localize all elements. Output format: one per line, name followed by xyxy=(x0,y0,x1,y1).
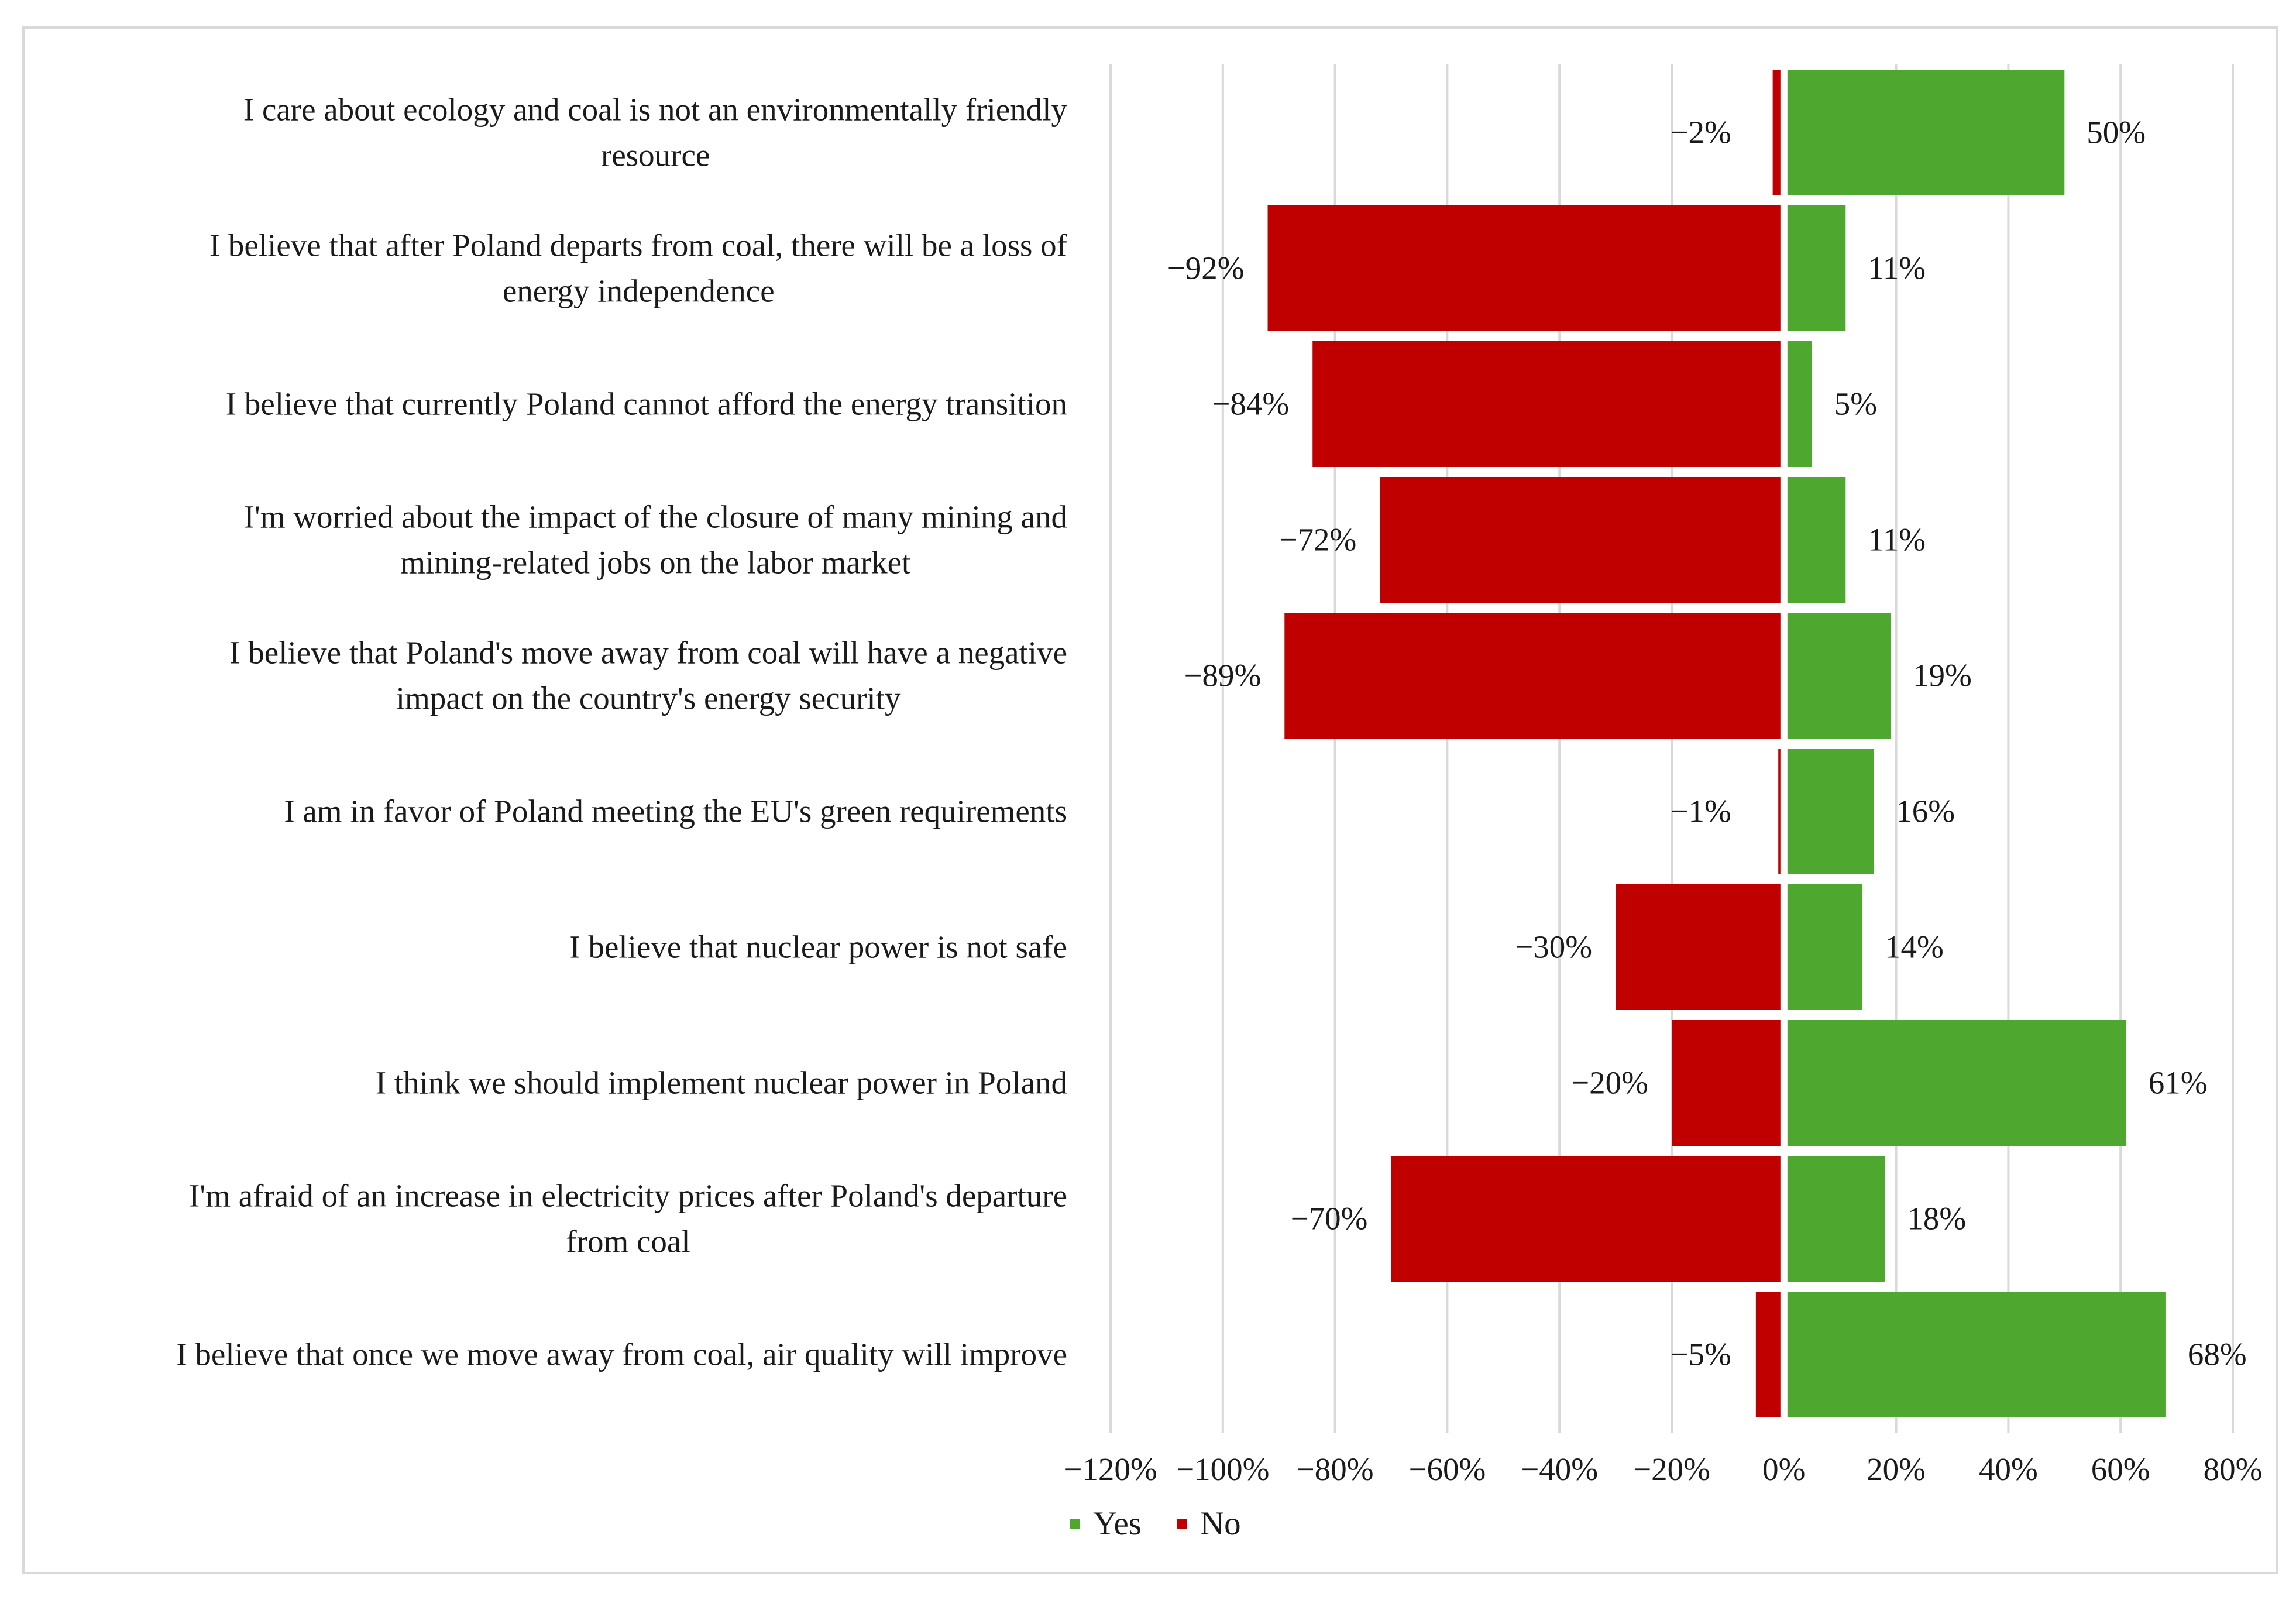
legend-swatch-yes xyxy=(1070,1519,1080,1529)
bar-yes xyxy=(1787,884,1863,1010)
value-label-no: −72% xyxy=(1279,522,1356,558)
category-label: I believe that Poland's move away from c… xyxy=(229,635,1067,671)
value-label-yes: 5% xyxy=(1834,386,1877,422)
x-tick-label: −20% xyxy=(1633,1451,1710,1487)
bar-yes xyxy=(1787,341,1812,467)
bar-yes xyxy=(1787,613,1891,739)
value-label-no: −30% xyxy=(1515,929,1592,965)
value-label-yes: 68% xyxy=(2188,1337,2247,1372)
legend-label-yes: Yes xyxy=(1093,1505,1142,1542)
value-label-yes: 16% xyxy=(1896,794,1955,829)
value-label-yes: 19% xyxy=(1913,658,1972,693)
category-label: I'm worried about the impact of the clos… xyxy=(244,499,1067,535)
bar-no xyxy=(1755,1292,1781,1417)
bar-no xyxy=(1391,1156,1781,1282)
bar-no xyxy=(1284,613,1781,739)
x-tick-label: 0% xyxy=(1762,1451,1805,1487)
value-label-yes: 11% xyxy=(1868,522,1926,558)
bar-yes xyxy=(1787,1292,2166,1417)
x-tick-label: 20% xyxy=(1867,1451,1926,1487)
value-label-no: −89% xyxy=(1184,658,1261,693)
category-label: I am in favor of Poland meeting the EU's… xyxy=(284,794,1067,829)
value-labels: −2% 50% −92% 11% −84% 5% −72% 11% −89% 19% −1% 16% −… xyxy=(1167,115,2247,1372)
legend: Yes No xyxy=(1070,1505,1241,1542)
x-tick-label: −80% xyxy=(1297,1451,1374,1487)
bar-yes xyxy=(1787,205,1846,331)
x-tick-label: 80% xyxy=(2204,1451,2263,1487)
category-label: impact on the country's energy security xyxy=(396,681,901,716)
category-labels: I care about ecology and coal is not an … xyxy=(176,92,1067,1372)
category-label: from coal xyxy=(566,1224,690,1259)
bar-yes xyxy=(1787,749,1874,874)
bar-no xyxy=(1380,477,1781,603)
value-label-no: −1% xyxy=(1670,794,1731,829)
category-label: energy independence xyxy=(503,273,775,309)
category-label: I believe that once we move away from co… xyxy=(176,1337,1067,1372)
x-axis-tick-labels: −120% −100% −80% −60% −40% −20% 0% 20% 40% 60% 80% xyxy=(1064,1451,2262,1487)
value-label-yes: 61% xyxy=(2149,1065,2208,1101)
value-label-no: −5% xyxy=(1670,1337,1731,1372)
legend-label-no: No xyxy=(1200,1505,1241,1542)
value-label-no: −2% xyxy=(1670,115,1731,150)
category-label: I believe that nuclear power is not safe xyxy=(569,929,1067,965)
category-label: I believe that currently Poland cannot a… xyxy=(226,386,1067,422)
x-tick-label: 60% xyxy=(2091,1451,2150,1487)
x-tick-label: −60% xyxy=(1408,1451,1486,1487)
chart-frame: I care about ecology and coal is not an … xyxy=(22,26,2278,1574)
category-label: I think we should implement nuclear powe… xyxy=(376,1065,1067,1101)
value-label-no: −20% xyxy=(1571,1065,1648,1101)
value-label-no: −84% xyxy=(1212,386,1289,422)
value-label-no: −92% xyxy=(1167,250,1245,286)
bar-no xyxy=(1312,341,1781,467)
x-tick-label: −40% xyxy=(1521,1451,1598,1487)
bar-no xyxy=(1616,884,1781,1010)
value-label-yes: 11% xyxy=(1868,250,1926,286)
value-label-yes: 18% xyxy=(1907,1201,1966,1237)
category-label: I care about ecology and coal is not an … xyxy=(243,92,1068,128)
bar-no xyxy=(1778,749,1781,874)
category-label: I believe that after Poland departs from… xyxy=(209,228,1068,263)
x-tick-label: −120% xyxy=(1064,1451,1157,1487)
category-label: resource xyxy=(601,138,710,173)
bar-yes xyxy=(1787,70,2065,195)
bar-no xyxy=(1267,205,1781,331)
bar-no xyxy=(1772,70,1781,195)
bars xyxy=(1267,70,2166,1417)
bar-no xyxy=(1672,1020,1781,1146)
value-label-yes: 14% xyxy=(1885,929,1944,965)
category-label: mining-related jobs on the labor market xyxy=(400,545,910,581)
bar-yes xyxy=(1787,1020,2126,1146)
x-tick-label: 40% xyxy=(1979,1451,2038,1487)
diverging-bar-chart: I care about ecology and coal is not an … xyxy=(176,64,2262,1542)
bar-yes xyxy=(1787,477,1846,603)
category-label: I'm afraid of an increase in electricity… xyxy=(189,1178,1067,1214)
value-label-yes: 50% xyxy=(2087,115,2146,150)
legend-swatch-no xyxy=(1177,1519,1187,1529)
value-label-no: −70% xyxy=(1291,1201,1368,1237)
bar-yes xyxy=(1787,1156,1885,1282)
x-tick-label: −100% xyxy=(1176,1451,1269,1487)
